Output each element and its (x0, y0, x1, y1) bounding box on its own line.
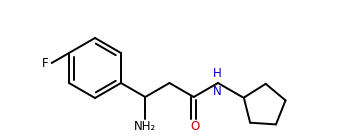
Text: N: N (213, 85, 221, 98)
Text: H: H (213, 67, 221, 80)
Text: O: O (190, 120, 199, 133)
Text: F: F (42, 57, 49, 69)
Text: NH₂: NH₂ (134, 120, 156, 133)
